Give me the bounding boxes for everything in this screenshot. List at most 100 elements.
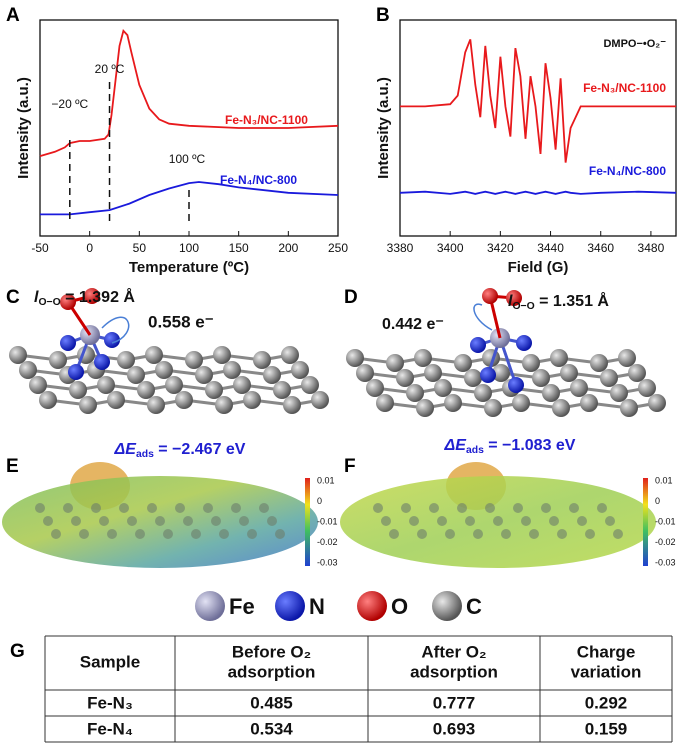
colorbar-label: -0.02	[317, 537, 338, 547]
atom	[590, 354, 608, 372]
atom	[301, 376, 319, 394]
legend-atom	[357, 591, 387, 621]
surface-atom	[247, 529, 257, 539]
colorbar-label: -0.01	[317, 516, 338, 526]
surface-atom	[91, 503, 101, 513]
subscript: O−O	[38, 297, 60, 308]
series-line	[40, 31, 338, 156]
atom	[464, 369, 482, 387]
atom	[263, 366, 281, 384]
charge-label: 0.442 e⁻	[382, 316, 444, 333]
atom	[281, 346, 299, 364]
table-header: adsorption	[228, 662, 316, 681]
surface-atom	[445, 529, 455, 539]
atom	[291, 361, 309, 379]
atom	[648, 394, 666, 412]
atom	[610, 384, 628, 402]
surface-atom	[597, 503, 607, 513]
colorbar-label: 0.01	[317, 475, 335, 485]
surface-atom	[569, 503, 579, 513]
atom	[49, 351, 67, 369]
x-axis-title: Temperature (ºC)	[129, 259, 249, 276]
surface-atom	[501, 529, 511, 539]
structure-label: lO−O = 1.351 Å	[508, 291, 609, 312]
series-label: Fe-N₃/NC-1100	[225, 113, 308, 127]
atom	[416, 399, 434, 417]
atom	[396, 369, 414, 387]
atom	[638, 379, 656, 397]
table-cell: Fe-N₃	[87, 693, 133, 712]
panel-label: F	[344, 456, 356, 477]
surface-atom	[437, 516, 447, 526]
atom	[366, 379, 384, 397]
atom	[414, 349, 432, 367]
subscript: ads	[136, 449, 154, 460]
atom	[406, 384, 424, 402]
atom	[155, 361, 173, 379]
surface-atom	[429, 503, 439, 513]
atom	[346, 349, 364, 367]
surface-atom	[275, 529, 285, 539]
atom	[474, 384, 492, 402]
surface-atom	[43, 516, 53, 526]
colorbar-label: 0.01	[655, 475, 673, 485]
atom	[69, 381, 87, 399]
atom	[356, 364, 374, 382]
surface-atom	[239, 516, 249, 526]
colorbar-label: -0.03	[317, 557, 338, 567]
atom	[19, 361, 37, 379]
atom	[542, 384, 560, 402]
atom	[165, 376, 183, 394]
panel-label: D	[344, 287, 358, 308]
series-line	[400, 192, 676, 194]
surface-atom	[605, 516, 615, 526]
table-cell: 0.693	[433, 719, 476, 738]
colorbar-label: -0.01	[655, 516, 676, 526]
atom	[205, 381, 223, 399]
surface-atom	[373, 503, 383, 513]
atom	[560, 364, 578, 382]
atom	[482, 288, 498, 304]
value: = 1.351 Å	[535, 291, 610, 310]
annotation-label: DMPO−•O₂⁻	[603, 38, 666, 50]
atom	[580, 394, 598, 412]
colorbar	[643, 478, 648, 566]
atom	[39, 391, 57, 409]
surface-atom	[529, 529, 539, 539]
atom	[215, 396, 233, 414]
series-label: Fe-N₄/NC-800	[220, 173, 297, 187]
atom	[29, 376, 47, 394]
subscript: O−O	[512, 301, 534, 312]
series-label: Fe-N₃/NC-1100	[583, 81, 666, 95]
legend-atom	[432, 591, 462, 621]
annotation-label: −20 ºC	[51, 97, 88, 111]
x-tick-label: 200	[278, 241, 298, 255]
series-label: Fe-N₄/NC-800	[589, 164, 666, 178]
x-tick-label: 3480	[638, 241, 665, 255]
atom	[516, 335, 532, 351]
surface-atom	[79, 529, 89, 539]
y-axis-title: Intensity (a.u.)	[375, 77, 392, 179]
x-axis-title: Field (G)	[508, 259, 569, 276]
x-tick-label: -50	[31, 241, 49, 255]
atom	[147, 396, 165, 414]
table-cell: 0.534	[250, 719, 293, 738]
surface-atom	[521, 516, 531, 526]
x-tick-label: 50	[133, 241, 147, 255]
legend-label: N	[309, 594, 325, 619]
surface-atom	[513, 503, 523, 513]
structure-label: ΔEads = −1.083 eV	[444, 437, 576, 456]
surface-atom	[473, 529, 483, 539]
atom	[107, 391, 125, 409]
legend-label: Fe	[229, 594, 255, 619]
atom	[570, 379, 588, 397]
surface-atom	[51, 529, 61, 539]
surface-atom	[585, 529, 595, 539]
panel-label: A	[6, 5, 20, 26]
surface-atom	[557, 529, 567, 539]
surface-atom	[203, 503, 213, 513]
atom	[522, 354, 540, 372]
colorbar-label: -0.02	[655, 537, 676, 547]
figure: ABCDEFG-50050100150200250Temperature (ºC…	[0, 0, 681, 744]
x-tick-label: 3400	[437, 241, 464, 255]
